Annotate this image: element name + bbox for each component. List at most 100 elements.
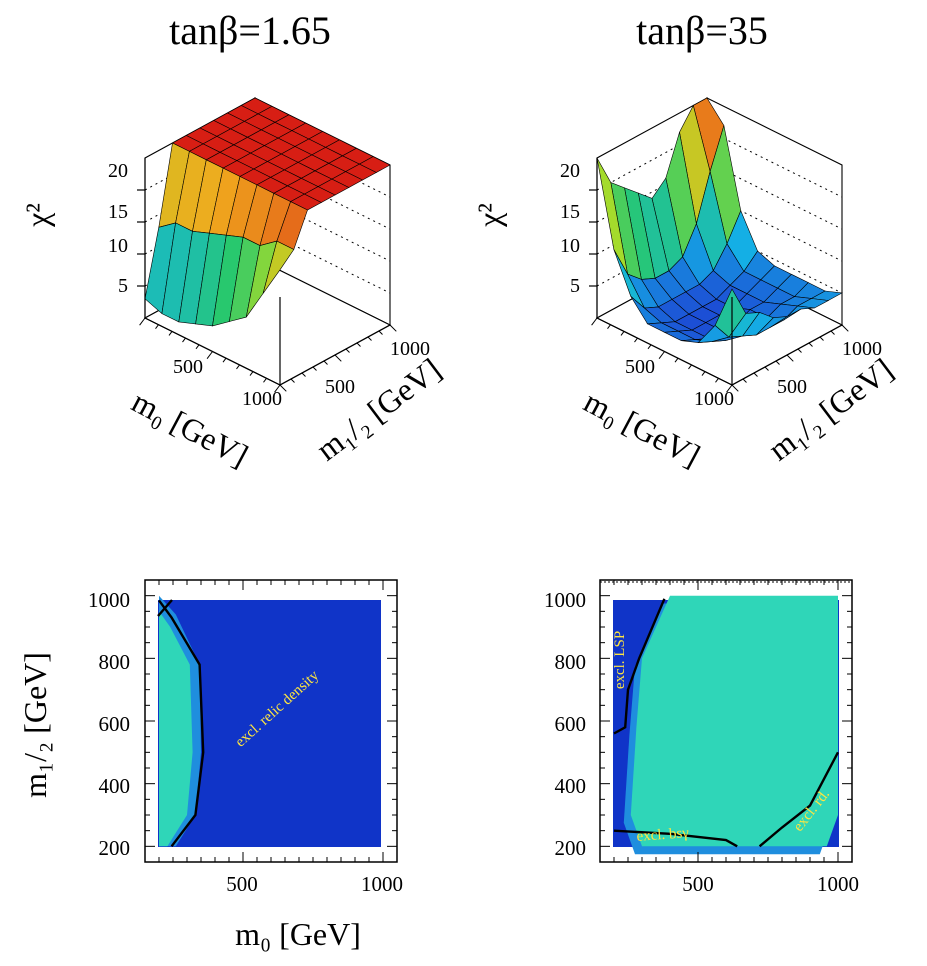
surface-1-xtick-mark [195, 344, 200, 350]
surface-1-quad [262, 240, 295, 294]
surface-2-ytick-mark [764, 366, 769, 371]
surface-2-ztick-10: 10 [560, 235, 580, 257]
surface-1-title: tanβ=1.65 [169, 8, 331, 53]
contour-1-ytick-200: 200 [99, 836, 131, 860]
surface-1-xtick-mark [249, 371, 254, 376]
surface-2-quad [714, 288, 747, 338]
surface-1-xtick-mark [274, 384, 281, 393]
surface-2-zlabel: χ² [471, 203, 507, 228]
contour-2-ticks [600, 580, 852, 862]
surface-1-ytick-mark [301, 372, 306, 377]
contour-2-rd-boundary [758, 751, 840, 848]
surface-2-ytick-500: 500 [777, 376, 807, 398]
surface-1-xtick-mark [182, 337, 186, 343]
surface-1-ytick-mark [345, 348, 350, 353]
surface-1-ztick-15: 15 [108, 201, 128, 223]
surface-1-ytick-1000: 1000 [390, 338, 430, 360]
surface-2-ytick-mark [841, 324, 849, 332]
surface-2-ytick-mark [786, 354, 794, 362]
surface-2-ztick-20: 20 [560, 160, 580, 182]
surface-2-xtick-mark [688, 364, 692, 370]
contour-1-ytick-1000: 1000 [88, 588, 130, 612]
surface-2-ztick-5: 5 [570, 275, 580, 297]
surface-1-xtick-mark [236, 364, 240, 370]
contour-2-ytick-200: 200 [555, 836, 587, 860]
surface-2-ytick-mark [742, 378, 747, 383]
contour-2-allowed-region [630, 595, 838, 847]
contour-2-ytick-1000: 1000 [544, 588, 586, 612]
surface-2-xtick-mark [726, 384, 733, 393]
surface-1-xtick-mark [139, 317, 146, 326]
surface-2-ytick-mark [819, 336, 824, 341]
surface-2-title: tanβ=35 [636, 8, 768, 53]
surface-2-xtick-mark [620, 331, 625, 336]
surface-2-mesh [596, 97, 843, 343]
surface-2-xlabel: m₀ [GeV] [578, 383, 706, 474]
surface-1-zlabel: χ² [19, 203, 55, 228]
surface-1-ytick-mark [279, 384, 287, 392]
surface-2-ytick-1000: 1000 [842, 338, 882, 360]
contour-1-ytick-600: 600 [99, 712, 131, 736]
surface-1-ytick-mark [290, 378, 295, 383]
surface-2-ylabel: m₁/₂ [GeV] [761, 351, 899, 468]
surface-2-xtick-mark [674, 357, 679, 363]
surface-1-mesh [144, 97, 391, 327]
surface-2-xtick-1000: 1000 [694, 388, 734, 410]
surface-1-xtick-1000: 1000 [242, 388, 282, 410]
surface-2-ytick-mark [830, 330, 835, 335]
surface-2-xtick-mark [715, 377, 719, 383]
surface-1-ytick-mark [367, 336, 372, 341]
contour-1-xtick-500: 500 [226, 872, 258, 896]
contour-plot-2: excl. LSP excl. bsγ excl. rd. 1000 800 6… [544, 579, 859, 896]
surface-2-ytick-mark [808, 342, 813, 347]
surface-2-ztick-15: 15 [560, 201, 580, 223]
surface-2-xtick-mark [591, 317, 598, 326]
surface-2-ytick-mark [753, 372, 758, 377]
contour-1-corner-line [157, 599, 173, 617]
surface-1-xtick-mark [263, 377, 267, 383]
contour-1-ticks [145, 580, 397, 862]
surface-2-xtick-mark [634, 337, 638, 343]
contour-2-ytick-600: 600 [555, 712, 587, 736]
surface-2-xtick-mark [607, 324, 611, 330]
contour-plot-1: excl. relic density 1000 800 600 400 200… [17, 579, 403, 952]
contour-2-annotation-lsp: excl. LSP [612, 631, 628, 689]
surface-plot-1: tanβ=1.65 20 15 10 5 χ² 500 1000 m₀ [GeV… [19, 8, 447, 474]
surface-1-front-frame [139, 158, 397, 393]
surface-1-ztick-5: 5 [118, 275, 128, 297]
surface-1-ztick-20: 20 [108, 160, 128, 182]
surface-1-ytick-mark [389, 324, 397, 332]
surface-1-ytick-mark [356, 342, 361, 347]
surface-1-ytick-mark [334, 354, 342, 362]
surface-2-xtick-500: 500 [625, 356, 655, 378]
surface-1-ztick-10: 10 [108, 235, 128, 257]
surface-1-xlabel: m₀ [GeV] [126, 383, 254, 474]
surface-1-xtick-500: 500 [173, 356, 203, 378]
surface-1-xtick-mark [155, 324, 159, 330]
surface-1-xtick-mark [206, 351, 213, 360]
contour-2-xtick-1000: 1000 [817, 872, 859, 896]
surface-1-ytick-mark [323, 360, 328, 365]
surface-1-xtick-mark [168, 331, 173, 336]
contour-1-ytick-800: 800 [99, 650, 131, 674]
contour-1-ytick-400: 400 [99, 774, 131, 798]
contour-1-boundary-line [158, 599, 205, 848]
surface-2-xtick-mark [647, 344, 652, 350]
contour-2-xtick-500: 500 [682, 872, 714, 896]
surface-2-xtick-mark [658, 351, 665, 360]
surface-1-xtick-mark [222, 357, 227, 363]
contour-2-bsg-boundary [613, 829, 738, 848]
surface-1-ytick-500: 500 [325, 376, 355, 398]
surface-2-front-frame [591, 158, 849, 393]
contour-2-ytick-400: 400 [555, 774, 587, 798]
surface-1-ylabel: m₁/₂ [GeV] [309, 351, 447, 468]
contour-1-xlabel: m₀ [GeV] [235, 916, 361, 952]
surface-2-zgrid-back [706, 129, 843, 198]
contour-1-xtick-1000: 1000 [361, 872, 403, 896]
surface-2-xtick-mark [701, 371, 706, 376]
surface-plot-2: tanβ=35 20 15 10 5 χ² 500 1000 m₀ [GeV] … [471, 8, 899, 474]
surface-1-ytick-mark [378, 330, 383, 335]
contour-1-allowed-region [159, 595, 193, 847]
